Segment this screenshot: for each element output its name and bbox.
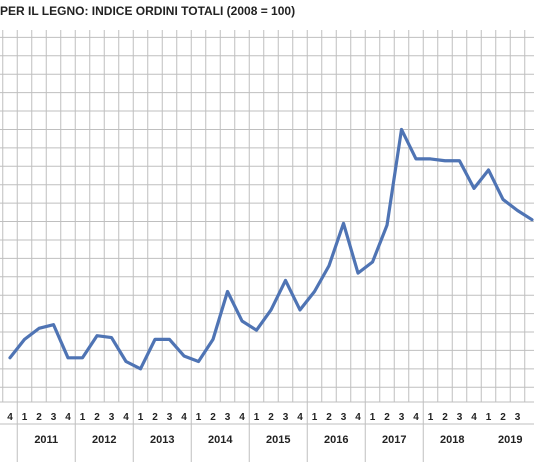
quarter-tick-label: 3 [51, 412, 57, 423]
quarter-tick-label: 4 [471, 412, 477, 423]
year-tick-label: 2015 [266, 434, 290, 446]
quarter-tick-label: 1 [138, 412, 144, 423]
quarter-tick-label: 3 [515, 412, 521, 423]
quarter-tick-label: 4 [181, 412, 187, 423]
quarter-tick-label: 4 [297, 412, 303, 423]
quarter-tick-label: 2 [442, 412, 448, 423]
quarter-tick-label: 2 [384, 412, 390, 423]
quarter-tick-label: 2 [152, 412, 158, 423]
quarter-tick-label: 1 [80, 412, 86, 423]
year-tick-label: 2017 [382, 434, 406, 446]
year-tick-label: 2018 [440, 434, 464, 446]
year-tick-label: 2013 [150, 434, 174, 446]
quarter-tick-label: 4 [7, 412, 13, 423]
quarter-tick-label: 2 [268, 412, 274, 423]
quarter-tick-label: 3 [283, 412, 289, 423]
quarter-tick-label: 4 [239, 412, 245, 423]
year-tick-label: 2012 [92, 434, 116, 446]
quarter-tick-label: 4 [355, 412, 361, 423]
year-tick-label: 2016 [324, 434, 348, 446]
quarter-tick-label: 1 [254, 412, 260, 423]
series-line [8, 127, 534, 371]
quarter-tick-label: 3 [225, 412, 231, 423]
quarter-tick-label: 2 [500, 412, 506, 423]
year-tick-label: 2014 [208, 434, 233, 446]
quarter-tick-label: 2 [210, 412, 216, 423]
series-line-layer [8, 127, 534, 371]
quarter-tick-label: 3 [167, 412, 173, 423]
quarter-tick-label: 2 [326, 412, 332, 423]
quarter-tick-label: 1 [196, 412, 202, 423]
gridlines [0, 30, 534, 402]
year-tick-label: 2011 [34, 434, 58, 446]
year-tick-label: 2019 [498, 434, 522, 446]
quarter-tick-label: 3 [341, 412, 347, 423]
quarter-tick-label: 2 [94, 412, 100, 423]
quarter-tick-label: 4 [413, 412, 419, 423]
quarter-tick-label: 3 [399, 412, 405, 423]
quarter-tick-label: 1 [370, 412, 376, 423]
chart-title: PER IL LEGNO: INDICE ORDINI TOTALI (2008… [0, 4, 296, 18]
quarter-tick-label: 4 [65, 412, 71, 423]
quarter-tick-label: 2 [36, 412, 42, 423]
quarter-tick-label: 1 [312, 412, 318, 423]
quarter-tick-label: 1 [486, 412, 492, 423]
quarter-tick-label: 3 [457, 412, 463, 423]
quarter-tick-label: 3 [109, 412, 115, 423]
quarter-tick-label: 1 [428, 412, 434, 423]
quarter-tick-label: 4 [123, 412, 129, 423]
quarter-tick-label: 1 [22, 412, 28, 423]
